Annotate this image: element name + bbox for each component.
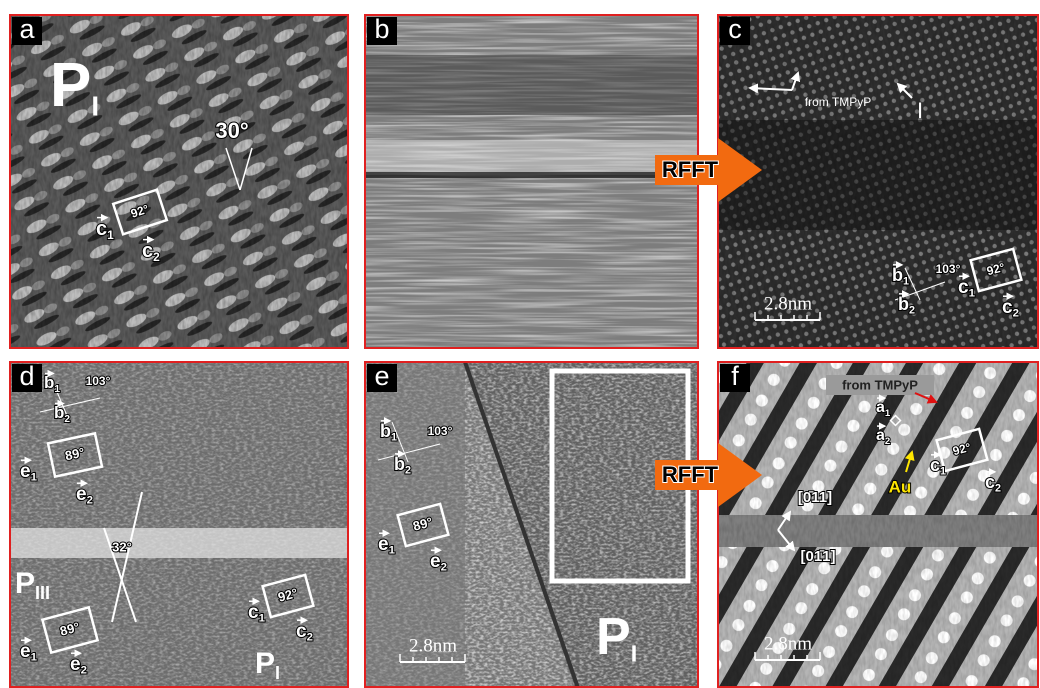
subscript: I [91,91,99,122]
dark-line [365,172,698,178]
panel-letter: c [728,14,742,44]
scale-label: 2.8nm [409,635,457,656]
base: c [248,602,259,623]
subscript: 1 [903,275,909,287]
label: [01̄1] [800,548,835,565]
base: c [958,277,969,298]
figure: aPI30°92°c1c2bcfrom TMPyPI103°b1b292°c1c… [0,0,1040,688]
subscript: 1 [31,652,38,664]
base: e [76,484,87,505]
base: P [255,647,275,680]
base: e [70,654,81,675]
base: P [596,608,631,666]
base: P [15,567,35,600]
subscript: 1 [259,613,266,625]
label: [0̄11] [798,489,832,506]
panel-letter: e [374,361,389,391]
rfft-label: RFFT [662,462,719,487]
light-band [10,528,348,558]
scale-label: 2.8nm [764,293,812,314]
subscript: 2 [307,632,313,644]
label: 103° [428,424,453,438]
subscript: 2 [153,250,160,264]
panel-letter: a [19,14,35,44]
base: a [876,427,885,444]
base: b [898,294,909,314]
subscript: 1 [885,407,891,418]
subscript: III [35,583,50,603]
rfft-label: RFFT [662,157,719,182]
subscript: 1 [54,384,60,395]
base: c [96,218,107,240]
subscript: 1 [391,431,397,443]
subscript: 1 [940,465,946,477]
subscript: 1 [107,228,114,242]
base: c [1002,297,1013,318]
label: 30° [215,118,248,143]
label: I [917,98,923,123]
label: 103° [86,374,111,388]
base: b [394,454,405,474]
subscript: 2 [909,304,915,316]
base: e [20,641,31,662]
base: e [378,534,389,555]
base: e [20,461,31,482]
panel-letter: b [374,14,389,44]
subscript: 1 [31,472,38,484]
subscript: 1 [389,545,396,557]
subscript: I [275,663,280,683]
subscript: 2 [64,414,70,425]
subscript: 1 [969,288,976,300]
base: c [296,621,307,642]
base: c [930,455,940,475]
base: b [44,373,54,392]
label: 103° [936,262,961,276]
subscript: 2 [87,495,93,507]
scale-label: 2.8nm [764,633,812,654]
base: b [54,403,64,422]
panel-b-image [365,15,698,348]
base: c [985,472,995,492]
subscript: 2 [81,665,87,677]
subscript: 2 [1013,308,1019,320]
subscript: 2 [885,435,890,446]
label: 32° [112,539,132,554]
subscript: 2 [441,562,447,574]
label: from TMPyP [842,377,918,392]
base: b [380,421,391,441]
subscript: 2 [995,482,1001,494]
label: from TMPyP [805,95,871,109]
base: b [892,265,903,285]
base: c [142,240,153,262]
subscript: I [631,641,638,667]
base: P [50,51,91,120]
panel-letter: f [731,361,739,391]
dark-band [365,55,698,115]
subscript: 2 [405,464,411,476]
panel-letter: d [19,361,34,391]
base: a [876,399,885,416]
label: Au [889,477,912,496]
base: e [430,551,441,572]
light-band [365,140,698,175]
page: aPI30°92°c1c2bcfrom TMPyPI103°b1b292°c1c… [0,0,1040,688]
